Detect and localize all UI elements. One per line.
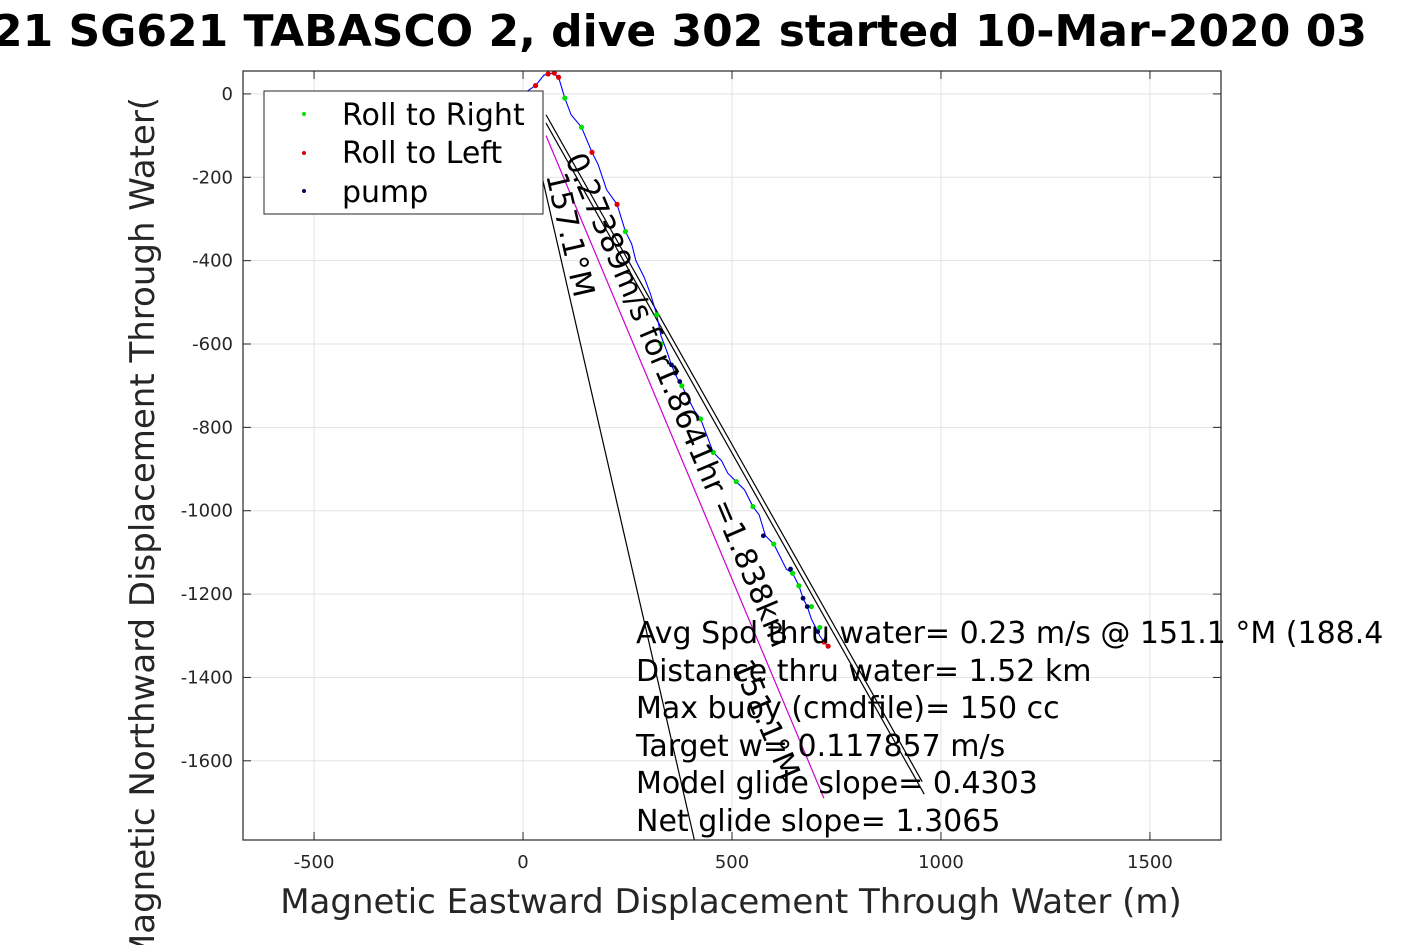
annotation-distance: Distance thru water= 1.52 km [636,654,1091,689]
legend-marker-pump [302,189,306,193]
pump-point [788,566,793,572]
axis-ticks: -500 0 500 1000 1500 0 -200 -400 -600 -800 -1000 -1… [181,71,1221,873]
plot-area [522,71,925,840]
roll-left-point [551,71,557,76]
roll-right-point [733,478,739,485]
roll-right-point [771,541,777,547]
x-tick-label: 1500 [1127,852,1173,873]
roll-right-point [578,124,585,130]
roll-right-point [658,341,664,347]
course-line-heading-157 [522,93,695,840]
roll-right-point [796,583,802,589]
roll-right-point [698,416,704,422]
course-line-target-course [545,135,825,799]
y-tick-label: -1000 [181,501,233,522]
roll-left-point [532,82,539,89]
roll-right-point [808,603,815,610]
x-tick-label: 0 [517,852,528,873]
pump-point [677,379,683,384]
roll-left-point [555,74,562,80]
roll-right-point [654,312,660,318]
roll-left-point [825,643,831,649]
roll-right-point [710,449,716,455]
y-tick-label: -400 [192,251,233,272]
roll-right-point [790,570,796,576]
y-tick-label: 0 [222,84,233,105]
y-tick-label: -1400 [181,667,233,688]
y-tick-label: -200 [192,167,233,188]
roll-right-point [679,383,685,389]
annotations: Avg Spd thru water= 0.23 m/s @ 151.1 °M … [635,616,1383,839]
x-tick-label: 1000 [918,852,964,873]
pump-point [804,604,810,609]
legend-label-roll-left: Roll to Left [342,136,502,171]
roll-right-point [817,624,823,631]
roll-right-point [622,228,629,235]
annotation-model-glide: Model glide slope= 0.4303 [636,766,1038,801]
annotation-target-w: Target w= 0.117857 m/s [635,729,1005,764]
legend-label-pump: pump [342,175,428,210]
annotation-net-glide: Net glide slope= 1.3065 [636,804,1000,839]
pump-point [815,629,821,634]
pump-point [673,370,678,376]
pump-point [668,362,674,368]
roll-left-point [821,639,827,645]
roll-left-point [589,149,595,155]
x-tick-label: 500 [715,852,749,873]
legend: Roll to Right Roll to Left pump [263,90,544,215]
annotation-avg-speed: Avg Spd thru water= 0.23 m/s @ 151.1 °M … [636,616,1383,651]
pump-point [760,533,766,539]
x-tick-label: -500 [294,852,335,873]
legend-box [263,90,544,215]
y-tick-label: -600 [192,334,233,355]
legend-marker-roll-left [302,151,306,155]
annotation-max-buoy: Max buoy (cmdfile)= 150 cc [636,691,1060,726]
y-tick-label: -1600 [181,751,233,772]
pump-point [800,595,806,601]
course-line-heading-151 [545,114,923,782]
y-axis-label: Magnetic Northward Displacement Through … [123,97,163,945]
roll-right-point [750,503,756,510]
dive-track [522,72,829,647]
roll-left-point [545,71,551,77]
y-tick-label: -800 [192,417,233,438]
roll-right-point [562,95,568,101]
course-line-heading-mean [545,122,925,795]
legend-label-roll-right: Roll to Right [342,98,525,133]
x-axis-label: Magnetic Eastward Displacement Through W… [280,882,1182,922]
y-tick-label: -1200 [181,584,233,605]
roll-left-point [614,201,620,207]
chart-title: 21 SG621 TABASCO 2, dive 302 started 10-… [0,6,1367,57]
legend-marker-roll-right [302,112,306,116]
